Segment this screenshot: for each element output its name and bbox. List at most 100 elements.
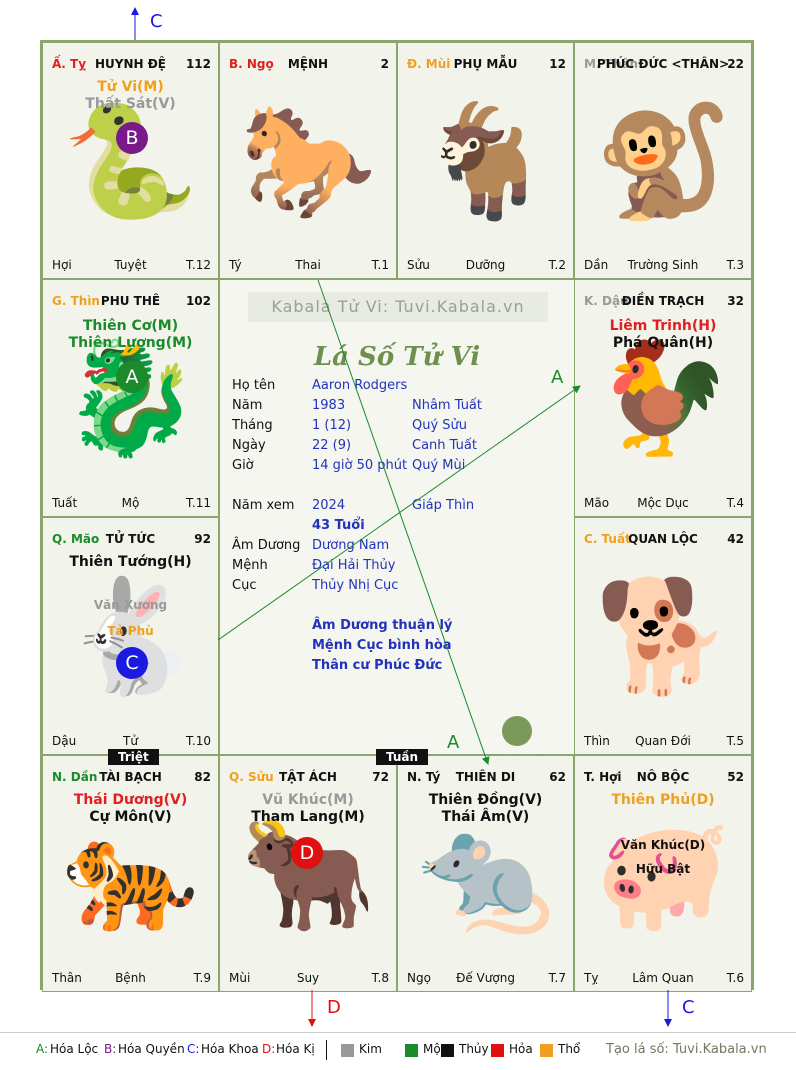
- zodiac-animal-icon: 🐐: [417, 96, 554, 225]
- palace-cell[interactable]: 🐅 N. Dần TÀI BẠCH 82 Thái Dương(V) Cự Môn(V) T…: [42, 755, 219, 992]
- element-label: Hỏa: [509, 1042, 533, 1056]
- palace-cell[interactable]: 🐒 M. Thân PHÚC ĐỨC <THÂN> 22 Dần Trường Sinh T…: [574, 42, 752, 279]
- palace-name: TÀI BẠCH: [99, 770, 162, 784]
- credit-link[interactable]: Tạo lá số: Tuvi.Kabala.vn: [606, 1042, 767, 1057]
- info-value: Dương Nam: [312, 538, 390, 553]
- info-label: Họ tên: [232, 378, 276, 393]
- palace-footer-stage: Thai: [295, 258, 321, 272]
- hoa-badge: A: [116, 361, 148, 393]
- info-can-chi: Canh Tuất: [412, 438, 477, 453]
- kabala-logo-icon: [502, 716, 532, 746]
- main-star: Cự Môn(V): [89, 809, 172, 825]
- zodiac-animal-icon: 🐕: [594, 572, 732, 700]
- palace-number: 72: [372, 770, 389, 784]
- info-can-chi: Giáp Thìn: [412, 498, 475, 513]
- palace-name: NÔ BỘC: [636, 770, 690, 784]
- element-color-swatch: [341, 1044, 354, 1057]
- palace-stem-branch: T. Hợi: [584, 770, 622, 784]
- info-label: Âm Dương: [232, 538, 301, 553]
- palace-cell[interactable]: 🐉 G. Thìn PHU THÊ 102 Thiên Cơ(M) Thiên Lương…: [42, 279, 219, 517]
- palace-name: PHỤ MẪU: [453, 57, 518, 71]
- palace-number: 92: [194, 532, 211, 546]
- palace-footer-month: T.2: [548, 258, 566, 272]
- palace-footer-month: T.5: [726, 734, 744, 748]
- palace-stem-branch: G. Thìn: [52, 294, 100, 308]
- element-color-swatch: [540, 1044, 553, 1057]
- palace-name: TẬT ÁCH: [279, 770, 337, 784]
- palace-footer-branch: Mão: [584, 496, 610, 510]
- legend-key: B:: [104, 1042, 117, 1056]
- main-star: Thiên Lương(M): [68, 335, 193, 351]
- palace-footer-branch: Tuất: [52, 496, 78, 510]
- palace-footer-month: T.3: [726, 258, 744, 272]
- minor-star: Hữu Bật: [635, 862, 691, 876]
- arrow-label-a-low: A: [447, 732, 460, 753]
- palace-cell[interactable]: 🐕 C. Tuất QUAN LỘC 42 Thìn Quan Đới T.5: [574, 517, 752, 755]
- main-star: Vũ Khúc(M): [262, 792, 354, 808]
- palace-stem-branch: M. Thân: [584, 57, 639, 71]
- palace-footer-month: T.10: [186, 734, 211, 748]
- palace-stem-branch: N. Dần: [52, 770, 98, 784]
- palace-name: QUAN LỘC: [628, 532, 698, 546]
- element-label: Thổ: [558, 1042, 581, 1056]
- palace-footer-stage: Dưỡng: [465, 258, 506, 272]
- legend-key: A:: [36, 1042, 49, 1056]
- chart-title: Lá Số Tử Vi: [313, 342, 481, 372]
- palace-name: MỆNH: [287, 57, 329, 71]
- palace-stem-branch: B. Ngọ: [229, 57, 274, 71]
- chart-note: Thân cư Phúc Đức: [312, 658, 443, 673]
- palace-stem-branch: Q. Mão: [52, 532, 100, 546]
- palace-footer-branch: Dần: [584, 258, 609, 272]
- palace-footer-stage: Bệnh: [115, 971, 146, 985]
- info-label: Ngày: [232, 438, 266, 453]
- element-color-swatch: [441, 1044, 454, 1057]
- arrow-label-a-mid: A: [551, 367, 564, 388]
- zodiac-animal-icon: 🐂: [239, 809, 377, 938]
- palace-footer-stage: Quan Đới: [635, 734, 691, 748]
- palace-footer-stage: Tuyệt: [114, 258, 147, 272]
- legend-key: C:: [187, 1042, 200, 1056]
- palace-stem-branch: N. Tý: [407, 770, 441, 784]
- element-color-swatch: [405, 1044, 418, 1057]
- palace-cell[interactable]: 🐀 N. Tý THIÊN DI 62 Thiên Đồng(V) Thái Âm(V) N…: [397, 755, 574, 992]
- zodiac-animal-icon: 🐀: [417, 809, 554, 938]
- palace-cell[interactable]: 🐓 K. Dậu ĐIỀN TRẠCH 32 Liêm Trinh(H) Phá Quân…: [574, 279, 752, 517]
- palace-footer-branch: Tỵ: [584, 971, 599, 985]
- palace-footer-month: T.9: [193, 971, 211, 985]
- info-value: Đại Hải Thủy: [312, 558, 396, 573]
- minor-star: Văn Khúc(D): [620, 838, 706, 852]
- zodiac-animal-icon: 🐒: [594, 96, 732, 225]
- palace-cell[interactable]: 🐐 Đ. Mùi PHỤ MẪU 12 Sửu Dưỡng T.2: [397, 42, 574, 279]
- palace-cell[interactable]: 🐎 B. Ngọ MỆNH 2 Tý Thai T.1: [219, 42, 397, 279]
- palace-stem-branch: Ấ. Tỵ: [52, 57, 87, 71]
- minor-star: Tả Phù: [107, 624, 154, 638]
- info-value: 2024: [312, 498, 346, 513]
- zodiac-animal-icon: 🐎: [239, 96, 377, 225]
- palace-footer-stage: Trường Sinh: [627, 258, 699, 272]
- zodiac-animal-icon: 🐉: [62, 334, 199, 462]
- legend-separator: [326, 1040, 327, 1060]
- triet-tag: Triệt: [108, 749, 159, 765]
- main-star: Tham Lang(M): [251, 809, 365, 825]
- palace-number: 12: [549, 57, 566, 71]
- main-star: Thất Sát(V): [85, 96, 176, 112]
- info-can-chi: Nhâm Tuất: [412, 398, 482, 413]
- arrow-label-c-top: C: [150, 11, 163, 32]
- main-star: Thiên Tướng(H): [69, 554, 192, 570]
- palace-footer-month: T.11: [186, 496, 211, 510]
- palace-cell[interactable]: 🐇 Q. Mão TỬ TỨC 92 Thiên Tướng(H) Văn Xương Tả…: [42, 517, 219, 755]
- legend-label: Hóa Quyền: [118, 1042, 185, 1056]
- watermark: Kabala Tử Vi: Tuvi.Kabala.vn: [248, 292, 548, 322]
- palace-footer-stage: Lâm Quan: [632, 971, 694, 985]
- element-color-swatch: [491, 1044, 504, 1057]
- main-star: Liêm Trinh(H): [609, 318, 717, 334]
- info-label: Mệnh: [232, 558, 268, 573]
- palace-footer-month: T.8: [371, 971, 389, 985]
- palace-footer-branch: Tý: [229, 258, 242, 272]
- palace-name: ĐIỀN TRẠCH: [621, 294, 705, 308]
- palace-cell[interactable]: 🐍 Ấ. Tỵ HUYNH ĐỆ 112 Tử Vi(M) Thất Sát(V) Hợi T…: [42, 42, 219, 279]
- palace-cell[interactable]: 🐂 Q. Sửu TẬT ÁCH 72 Vũ Khúc(M) Tham Lang(M) Mù…: [219, 755, 397, 992]
- legend-label: Hóa Kị: [276, 1042, 315, 1056]
- palace-cell[interactable]: 🐖 T. Hợi NÔ BỘC 52 Thiên Phủ(D) Văn Khúc(D) Hữ…: [574, 755, 752, 992]
- palace-footer-branch: Ngọ: [407, 971, 431, 985]
